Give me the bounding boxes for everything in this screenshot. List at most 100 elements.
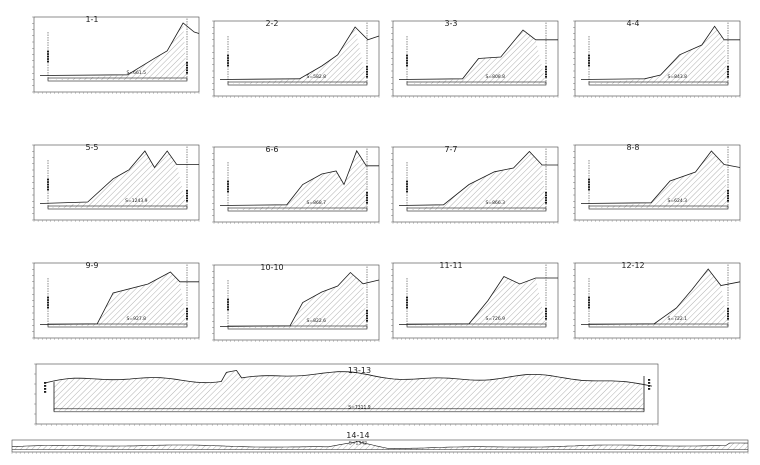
section-14-14: 14-14S=1342: [11, 431, 749, 454]
borehole-marker: [44, 391, 47, 393]
borehole-marker: [227, 64, 229, 67]
borehole-marker: [588, 181, 590, 183]
cut-area-hatch: [228, 150, 367, 210]
borehole-marker: [47, 178, 49, 181]
borehole-marker: [227, 306, 229, 308]
section-12-12: 12-12 S=722.1: [573, 261, 741, 340]
cut-area-hatch: [228, 272, 367, 328]
borehole-marker: [186, 197, 188, 200]
section-area-label: S=843.8: [668, 74, 688, 80]
section-title: 11-11: [439, 261, 462, 270]
borehole-marker: [727, 318, 729, 320]
borehole-marker: [545, 202, 547, 204]
x-axis-ticks: [392, 338, 559, 340]
borehole-marker: [227, 59, 229, 62]
borehole-marker: [406, 296, 408, 299]
borehole-marker: [406, 190, 408, 193]
borehole-marker: [44, 382, 47, 384]
borehole-marker: [588, 299, 590, 301]
borehole-marker: [47, 306, 49, 309]
section-title: 7-7: [444, 145, 457, 154]
borehole-marker: [227, 190, 229, 193]
borehole-marker: [406, 301, 408, 304]
borehole-marker: [727, 76, 729, 78]
section-area-label: S=868.7: [307, 200, 327, 206]
x-axis-ticks: [33, 338, 200, 340]
section-10-10: 10-10 S=822.6: [212, 263, 380, 342]
x-axis-ticks: [35, 424, 659, 426]
borehole-marker: [227, 57, 229, 59]
borehole-marker: [545, 313, 547, 315]
borehole-marker: [227, 298, 229, 301]
borehole-marker: [588, 296, 590, 299]
cut-area-hatch: [12, 441, 748, 450]
borehole-marker: [545, 197, 547, 199]
borehole-marker: [47, 188, 49, 191]
x-axis-ticks: [213, 96, 380, 98]
borehole-marker: [406, 183, 408, 185]
borehole-marker: [366, 194, 368, 197]
section-title: 8-8: [626, 143, 639, 152]
borehole-marker: [406, 304, 408, 306]
section-9-9: 9-9 S=927.8: [32, 261, 200, 340]
cut-area-hatch: [589, 26, 728, 84]
borehole-marker: [727, 192, 729, 195]
section-area-label: S=661.5: [127, 70, 147, 76]
cut-area-hatch: [589, 269, 728, 326]
borehole-marker: [588, 301, 590, 304]
section-6-6: 6-6 S=868.7: [212, 145, 380, 224]
borehole-marker: [186, 62, 188, 64]
section-title: 5-5: [85, 143, 98, 152]
cut-area-hatch: [48, 23, 187, 80]
borehole-marker: [588, 54, 590, 57]
section-1-1: 1-1 S=661.5: [32, 15, 200, 94]
borehole-marker: [366, 76, 368, 78]
borehole-marker: [227, 180, 229, 183]
borehole-marker: [47, 53, 49, 55]
section-7-7: 7-7 S=866.3: [391, 145, 559, 224]
borehole-marker: [47, 304, 49, 306]
x-axis-ticks: [213, 340, 380, 342]
borehole-marker: [227, 62, 229, 64]
section-area-label: S=927.8: [127, 316, 147, 322]
section-area-label: S=726.9: [486, 316, 506, 322]
borehole-marker: [186, 190, 188, 192]
borehole-marker: [366, 66, 368, 68]
borehole-marker: [366, 310, 368, 312]
borehole-marker: [727, 190, 729, 192]
borehole-marker: [406, 185, 408, 188]
borehole-marker: [186, 195, 188, 197]
section-5-5: 5-5 S=1243.9: [32, 143, 200, 222]
ground-profile-line: [219, 26, 380, 80]
cut-area-hatch: [54, 370, 644, 411]
borehole-marker: [47, 183, 49, 186]
borehole-marker: [588, 183, 590, 186]
borehole-marker: [186, 64, 188, 67]
cut-area-hatch: [48, 272, 187, 326]
borehole-marker: [366, 312, 368, 315]
borehole-marker: [545, 73, 547, 76]
borehole-marker: [366, 68, 368, 71]
borehole-marker: [47, 301, 49, 304]
cut-area-hatch: [48, 151, 187, 208]
borehole-marker: [47, 55, 49, 58]
borehole-marker: [545, 315, 547, 318]
section-area-label: S=582.8: [307, 74, 327, 80]
borehole-marker: [727, 68, 729, 71]
borehole-marker: [588, 188, 590, 191]
borehole-marker: [47, 296, 49, 299]
section-area-label: S=624.3: [668, 198, 688, 204]
section-title: 4-4: [626, 19, 639, 28]
borehole-marker: [186, 69, 188, 72]
x-axis-ticks: [33, 220, 200, 222]
borehole-marker: [648, 382, 651, 384]
borehole-marker: [588, 304, 590, 306]
borehole-marker: [47, 299, 49, 301]
borehole-marker: [47, 181, 49, 183]
section-title: 6-6: [265, 145, 278, 154]
borehole-marker: [545, 194, 547, 197]
borehole-marker: [406, 299, 408, 301]
borehole-marker: [727, 66, 729, 68]
borehole-marker: [588, 186, 590, 188]
